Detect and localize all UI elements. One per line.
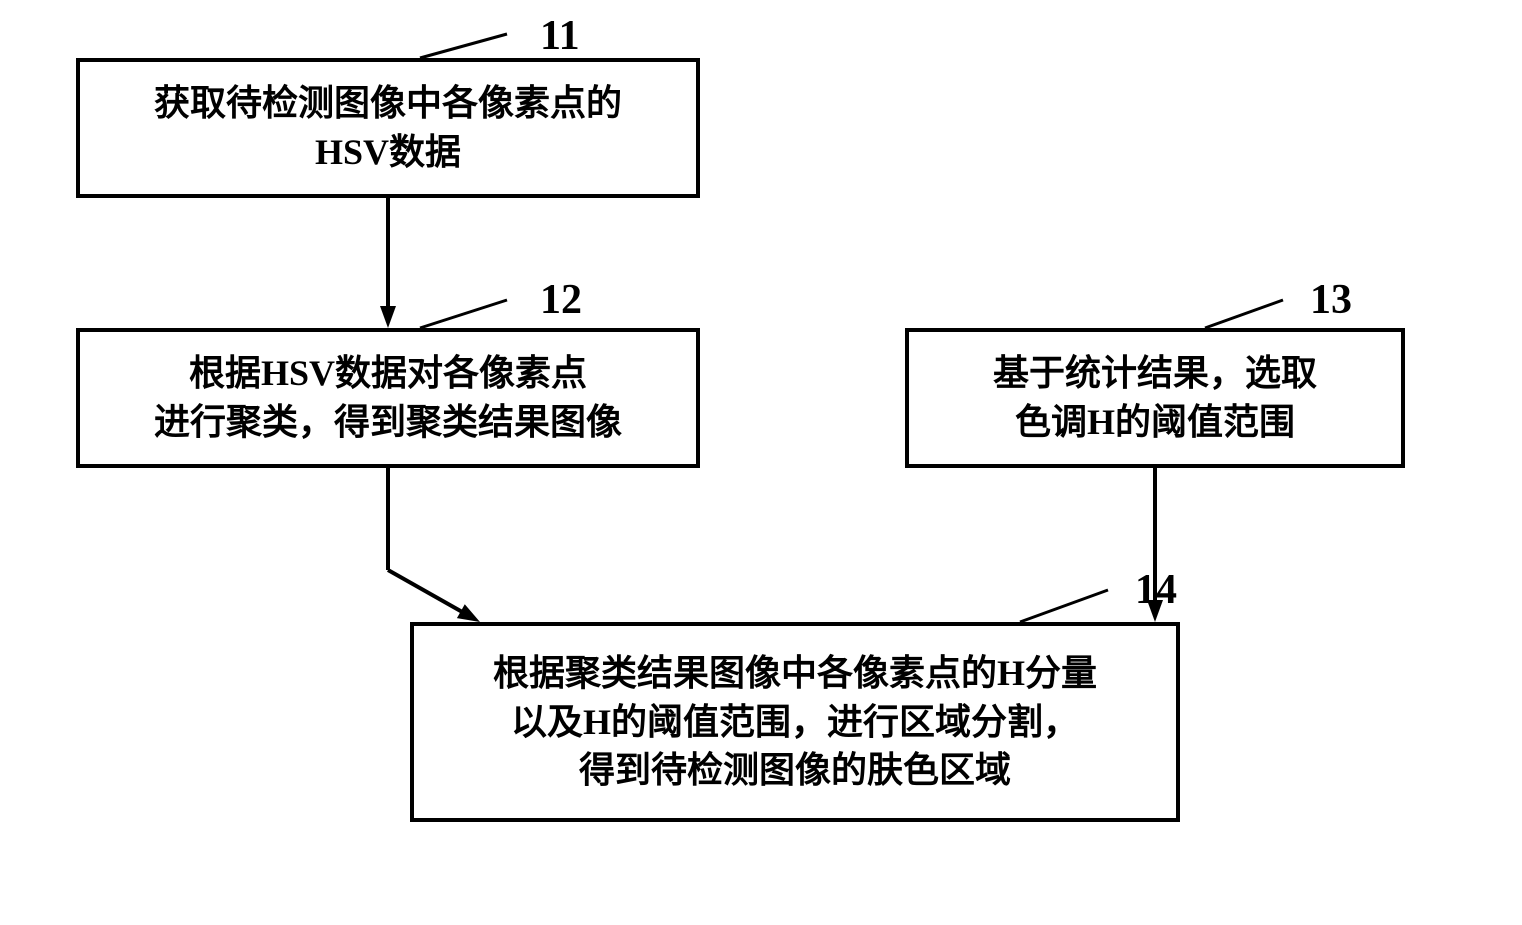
- flow-box-12: 根据HSV数据对各像素点 进行聚类，得到聚类结果图像: [76, 328, 700, 468]
- flow-box-11-text: 获取待检测图像中各像素点的 HSV数据: [154, 79, 622, 176]
- flow-box-14-text: 根据聚类结果图像中各像素点的H分量 以及H的阈值范围，进行区域分割， 得到待检测…: [493, 649, 1097, 795]
- flow-label-12: 12: [540, 276, 582, 324]
- flowchart-canvas: 获取待检测图像中各像素点的 HSV数据 11 根据HSV数据对各像素点 进行聚类…: [0, 0, 1522, 925]
- flow-label-13: 13: [1310, 276, 1352, 324]
- flow-box-13: 基于统计结果，选取 色调H的阈值范围: [905, 328, 1405, 468]
- flow-label-11: 11: [540, 12, 580, 60]
- flow-box-11: 获取待检测图像中各像素点的 HSV数据: [76, 58, 700, 198]
- flow-box-14: 根据聚类结果图像中各像素点的H分量 以及H的阈值范围，进行区域分割， 得到待检测…: [410, 622, 1180, 822]
- flow-box-12-text: 根据HSV数据对各像素点 进行聚类，得到聚类结果图像: [154, 349, 622, 446]
- flow-label-14: 14: [1135, 566, 1177, 614]
- flow-box-13-text: 基于统计结果，选取 色调H的阈值范围: [993, 349, 1317, 446]
